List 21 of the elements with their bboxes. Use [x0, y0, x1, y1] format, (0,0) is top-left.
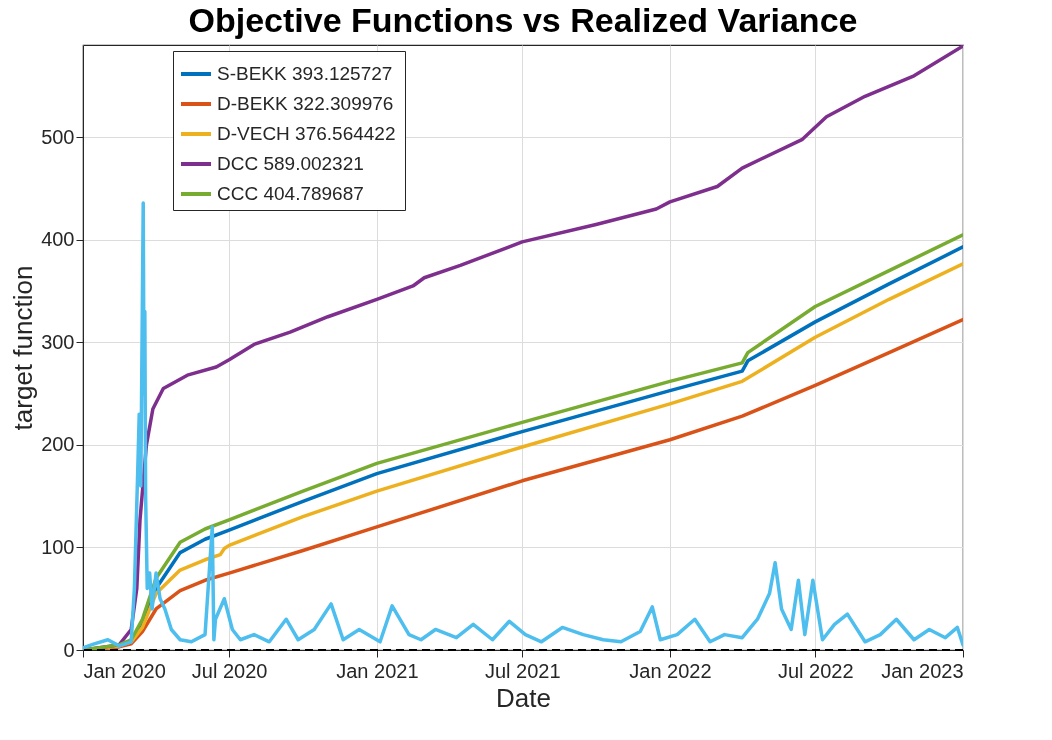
legend-label: DCC 589.002321: [217, 153, 364, 174]
x-tick-label: Jul 2020: [191, 659, 268, 682]
x-tick-label: Jul 2021: [484, 659, 561, 682]
x-axis-title: Date: [496, 682, 551, 713]
legend-label: CCC 404.789687: [217, 183, 364, 204]
legend-label: D-BEKK 322.309976: [217, 93, 394, 114]
legend-label: D-VECH 376.564422: [217, 123, 396, 144]
x-tick-label: Jan 2020: [83, 659, 166, 682]
x-tick-label: Jan 2023: [881, 659, 964, 682]
y-tick-label: 200: [41, 433, 75, 456]
y-tick-label: 100: [41, 535, 75, 558]
x-tick-label: Jul 2022: [777, 659, 854, 682]
x-tick-label: Jan 2021: [336, 659, 419, 682]
y-axis-title: target function: [8, 265, 39, 431]
legend-label: S-BEKK 393.125727: [217, 63, 393, 84]
chart-title: Objective Functions vs Realized Variance: [188, 1, 858, 39]
y-tick-label: 0: [63, 638, 75, 661]
y-tick-label: 300: [41, 330, 75, 353]
y-tick-label: 400: [41, 228, 75, 251]
y-tick-label: 500: [41, 125, 75, 148]
x-tick-label: Jan 2022: [629, 659, 712, 682]
